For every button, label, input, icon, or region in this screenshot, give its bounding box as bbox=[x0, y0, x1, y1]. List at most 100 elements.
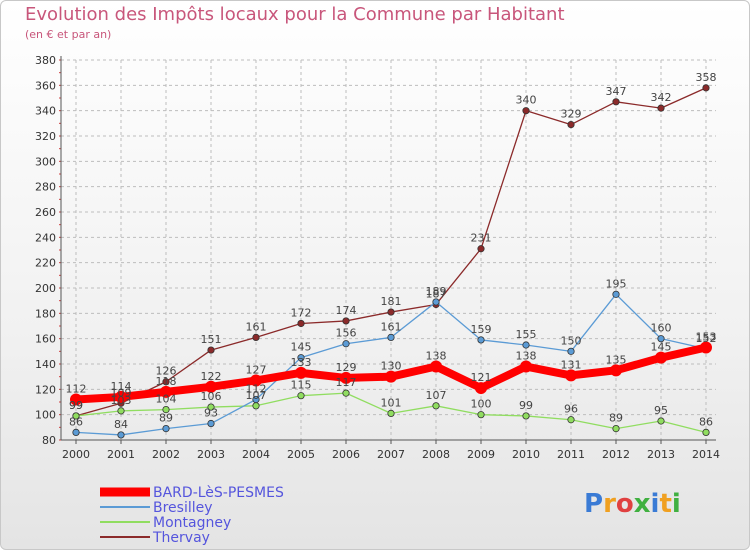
x-tick-label: 2008 bbox=[422, 448, 450, 461]
y-tick-label: 380 bbox=[35, 54, 56, 67]
logo-letter: P bbox=[584, 489, 604, 519]
data-point bbox=[702, 428, 710, 436]
data-label: 127 bbox=[246, 363, 267, 376]
data-point bbox=[610, 364, 622, 377]
data-label: 187 bbox=[426, 287, 447, 300]
data-label: 189 bbox=[426, 285, 447, 298]
data-label: 104 bbox=[156, 393, 177, 406]
data-point bbox=[657, 335, 665, 343]
data-label: 106 bbox=[201, 390, 222, 403]
chart-title: Evolution des Impôts locaux pour la Comm… bbox=[25, 4, 565, 25]
data-label: 95 bbox=[654, 404, 668, 417]
y-tick-label: 240 bbox=[35, 231, 56, 244]
data-label: 231 bbox=[471, 232, 492, 245]
logo-letter: i bbox=[671, 489, 681, 519]
x-tick-label: 2009 bbox=[467, 448, 495, 461]
data-point bbox=[522, 107, 530, 115]
data-point bbox=[72, 412, 80, 420]
y-tick-label: 340 bbox=[35, 105, 56, 118]
x-tick-label: 2010 bbox=[512, 448, 540, 461]
data-point bbox=[117, 431, 125, 439]
y-tick-label: 160 bbox=[35, 333, 56, 346]
data-label: 115 bbox=[291, 379, 312, 392]
data-point bbox=[342, 389, 350, 397]
chart-subtitle: (en € et par an) bbox=[25, 28, 112, 41]
data-label: 107 bbox=[426, 389, 447, 402]
data-point bbox=[565, 369, 577, 382]
data-point bbox=[387, 409, 395, 417]
axes: 80 100 120 140 160 180 200 220 240 260 280 300 320 34… bbox=[35, 54, 720, 461]
legend-label: Montagney bbox=[153, 515, 231, 531]
data-label: 160 bbox=[651, 322, 672, 335]
data-label: 329 bbox=[561, 108, 582, 121]
series bbox=[70, 84, 712, 439]
data-label: 121 bbox=[471, 371, 492, 384]
data-point bbox=[612, 424, 620, 433]
data-label: 122 bbox=[201, 370, 222, 383]
x-tick-label: 2000 bbox=[62, 448, 90, 461]
data-label: 145 bbox=[651, 341, 672, 354]
y-tick-label: 280 bbox=[35, 181, 56, 194]
data-point bbox=[612, 290, 620, 298]
data-label: 153 bbox=[696, 331, 717, 344]
data-label: 96 bbox=[564, 403, 578, 416]
data-point bbox=[342, 317, 350, 325]
data-label: 347 bbox=[606, 85, 627, 98]
data-point bbox=[385, 370, 397, 383]
data-label: 145 bbox=[291, 341, 312, 354]
x-tick-label: 2001 bbox=[107, 448, 135, 461]
data-point bbox=[520, 360, 532, 373]
logo-letter: i bbox=[650, 489, 660, 519]
data-point bbox=[160, 385, 172, 398]
y-tick-label: 220 bbox=[35, 257, 56, 270]
data-label: 99 bbox=[69, 399, 83, 412]
data-point bbox=[72, 428, 80, 436]
data-label: 135 bbox=[606, 353, 627, 366]
logo-letter: x bbox=[633, 489, 651, 519]
data-label: 84 bbox=[114, 418, 128, 431]
data-label: 114 bbox=[111, 380, 132, 393]
data-point bbox=[657, 417, 665, 425]
data-point bbox=[432, 298, 440, 306]
data-label: 117 bbox=[336, 376, 357, 389]
y-tick-label: 100 bbox=[35, 409, 56, 422]
data-label: 161 bbox=[381, 320, 402, 333]
data-point bbox=[297, 319, 305, 328]
data-label: 101 bbox=[381, 396, 402, 409]
y-tick-label: 140 bbox=[35, 358, 56, 371]
data-point bbox=[162, 424, 170, 433]
proxiti-logo: Proxiti bbox=[584, 489, 681, 519]
data-label: 152 bbox=[696, 332, 717, 345]
data-label: 130 bbox=[381, 360, 402, 373]
data-label: 159 bbox=[471, 323, 492, 336]
data-label: 195 bbox=[606, 277, 627, 290]
data-label: 172 bbox=[291, 306, 312, 319]
y-tick-label: 200 bbox=[35, 282, 56, 295]
data-point bbox=[340, 371, 352, 384]
data-point bbox=[430, 360, 442, 373]
x-tick-label: 2013 bbox=[647, 448, 675, 461]
data-point bbox=[477, 336, 485, 344]
data-point bbox=[522, 412, 530, 420]
logo-letter: t bbox=[659, 489, 672, 519]
legend-label: Thervay bbox=[152, 530, 210, 546]
data-label: 103 bbox=[111, 394, 132, 407]
data-label: 126 bbox=[156, 365, 177, 378]
data-point bbox=[612, 98, 620, 106]
data-label: 358 bbox=[696, 71, 717, 84]
data-label: 161 bbox=[246, 320, 267, 333]
data-label: 129 bbox=[336, 361, 357, 374]
data-label: 181 bbox=[381, 295, 402, 308]
data-point bbox=[657, 104, 665, 112]
data-point bbox=[387, 308, 395, 316]
y-tick-label: 300 bbox=[35, 155, 56, 168]
data-point bbox=[477, 245, 485, 253]
data-label: 150 bbox=[561, 334, 582, 347]
data-label: 86 bbox=[699, 415, 713, 428]
data-point bbox=[387, 333, 395, 341]
data-point bbox=[567, 416, 575, 424]
data-label: 112 bbox=[246, 382, 267, 395]
x-tick-label: 2002 bbox=[152, 448, 180, 461]
data-label: 89 bbox=[159, 412, 173, 425]
